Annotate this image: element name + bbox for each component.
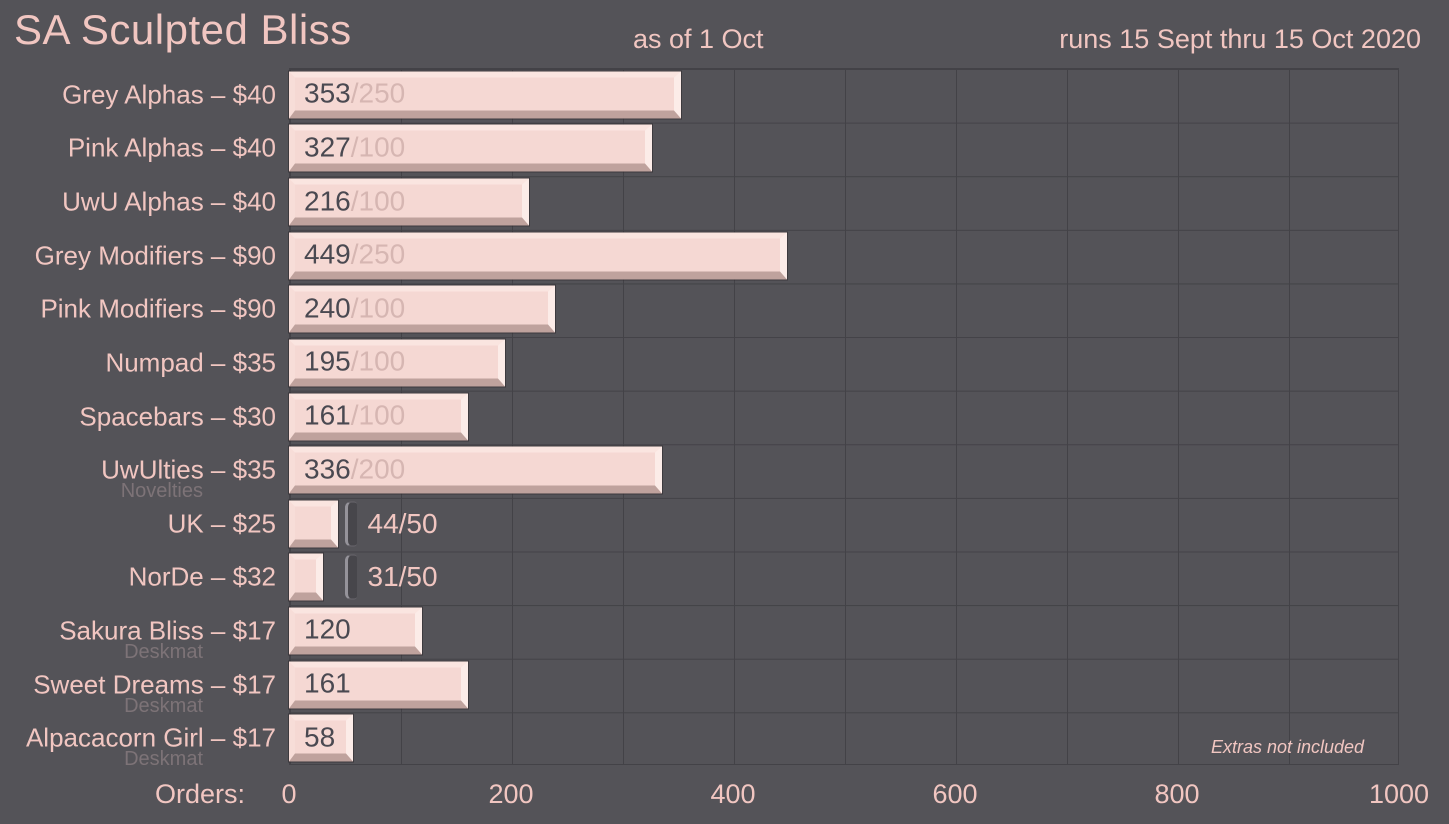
bar: 161: [289, 661, 468, 709]
bar-goal: /100: [350, 131, 406, 163]
x-axis-tick: 1000: [1368, 779, 1430, 809]
bar-value: 240: [304, 292, 351, 324]
bar-goal: /100: [350, 185, 406, 217]
category-sublabel: Novelties: [120, 480, 203, 503]
category-label: Sweet Dreams – $17: [33, 669, 276, 700]
category-label: Numpad – $35: [105, 347, 276, 378]
bar-value: 353: [304, 77, 351, 109]
bar-goal: /100: [350, 292, 406, 324]
category-label: NorDe – $32: [128, 561, 276, 592]
x-axis-label: Orders:: [154, 779, 245, 809]
bar: [289, 500, 338, 548]
chart-row: Pink Modifiers – $90 240/100: [0, 282, 1449, 336]
chart-row: NorDe – $32 31/50: [0, 551, 1449, 605]
chart-title: SA Sculpted Bliss: [14, 6, 352, 53]
goal-marker-icon: [344, 554, 357, 600]
bar-value: 336: [304, 453, 351, 485]
chart-row: Sakura Bliss – $17 Deskmat 120: [0, 604, 1449, 663]
category-label: Pink Modifiers – $90: [40, 293, 276, 324]
bar: [289, 553, 324, 601]
bar-value: 216: [304, 185, 351, 217]
bar: 58: [289, 714, 354, 762]
chart-row: UwU Alphas – $40 216/100: [0, 175, 1449, 229]
bar-value: 161: [304, 667, 351, 699]
x-axis-tick: 200: [488, 779, 534, 809]
bar: 216/100: [289, 178, 529, 226]
extras-note: Extras not included: [1210, 737, 1365, 757]
bar-goal: /100: [350, 345, 406, 377]
category-sublabel: Deskmat: [124, 748, 203, 771]
chart-row: UK – $25 44/50: [0, 497, 1449, 551]
x-axis-tick: 600: [932, 779, 978, 809]
x-axis-tick: 0: [281, 779, 297, 809]
category-label: Spacebars – $30: [79, 401, 276, 432]
bar: 120: [289, 607, 423, 655]
category-sublabel: Deskmat: [124, 640, 203, 663]
category-label: UwUlties – $35: [101, 454, 276, 485]
chart-row: Spacebars – $30 161/100: [0, 390, 1449, 444]
bar: 161/100: [289, 393, 468, 441]
category-label: Grey Modifiers – $90: [34, 240, 276, 271]
bar: 336/200: [289, 446, 662, 494]
bar: 449/250: [289, 232, 788, 280]
chart-row: Grey Modifiers – $90 449/250: [0, 229, 1449, 283]
chart-row: Pink Alphas – $40 327/100: [0, 122, 1449, 176]
bar-goal: /250: [350, 77, 406, 109]
chart-as-of-date: as of 1 Oct: [633, 24, 764, 54]
bar-value: 195: [304, 345, 351, 377]
bar-goal: /250: [350, 238, 406, 270]
chart-date-range: runs 15 Sept thru 15 Oct 2020: [1059, 24, 1421, 54]
bar-outside-value: 44/50: [367, 507, 438, 539]
bar: 240/100: [289, 285, 556, 333]
bar-goal: /100: [350, 399, 406, 431]
bar-goal: /200: [350, 453, 406, 485]
chart-row: UwUlties – $35 Novelties 336/200: [0, 443, 1449, 502]
x-axis-tick: 800: [1154, 779, 1200, 809]
bar: 195/100: [289, 339, 506, 387]
category-label: UK – $25: [167, 508, 276, 539]
chart-row: Numpad – $35 195/100: [0, 336, 1449, 390]
bar-value: 449: [304, 238, 351, 270]
category-label: Sakura Bliss – $17: [59, 615, 276, 646]
bar-value: 161: [304, 399, 351, 431]
category-sublabel: Deskmat: [124, 694, 203, 717]
chart-row: Sweet Dreams – $17 Deskmat 161: [0, 658, 1449, 717]
category-label: Grey Alphas – $40: [62, 79, 276, 110]
bar-outside-value: 31/50: [367, 561, 438, 593]
bar: 327/100: [289, 124, 652, 172]
bar-value: 120: [304, 613, 351, 645]
bar-value: 327: [304, 131, 351, 163]
chart-row: Grey Alphas – $40 353/250: [0, 68, 1449, 122]
category-label: Pink Alphas – $40: [67, 132, 276, 163]
bar: 353/250: [289, 71, 681, 119]
goal-marker-icon: [344, 501, 357, 547]
category-label: UwU Alphas – $40: [62, 186, 276, 217]
x-axis-tick: 400: [710, 779, 756, 809]
category-label: Alpacacorn Girl – $17: [25, 722, 276, 753]
chart-row: Alpacacorn Girl – $17 Deskmat 58: [0, 711, 1449, 770]
bar-value: 58: [304, 721, 336, 753]
